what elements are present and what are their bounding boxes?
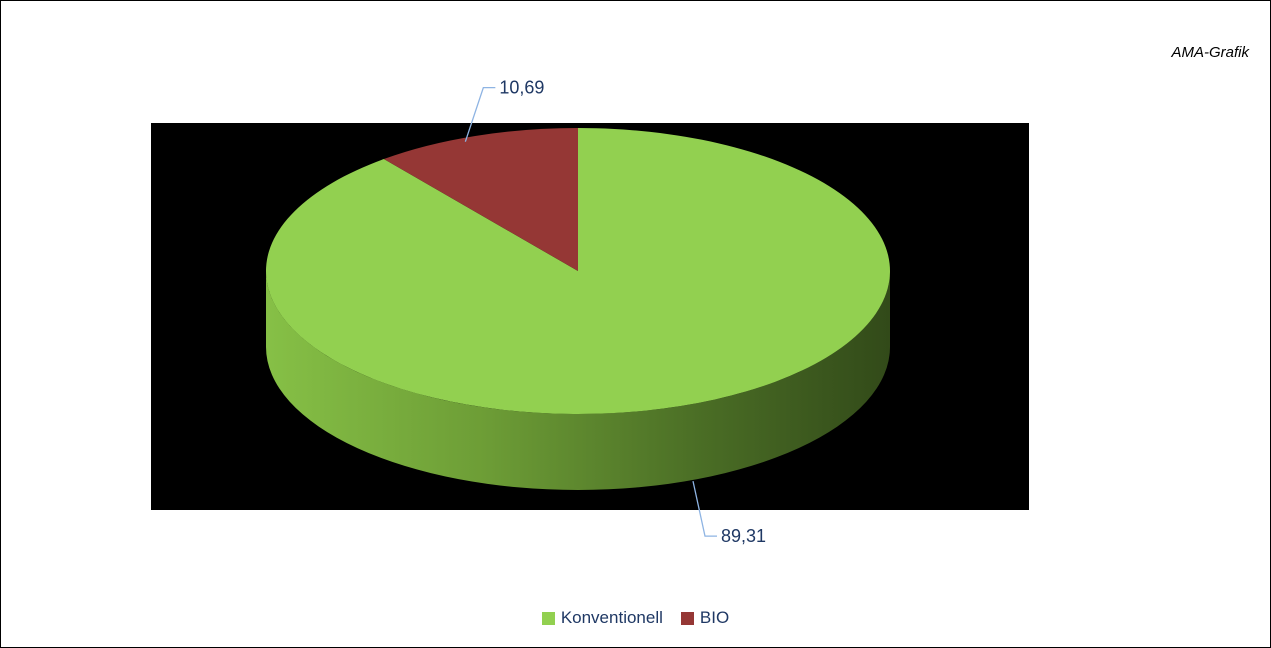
legend-swatch-bio bbox=[680, 611, 694, 625]
legend-label-konventionell: Konventionell bbox=[560, 608, 663, 627]
slice-side-konventionell bbox=[266, 271, 890, 490]
legend-item-bio: BIO bbox=[680, 608, 730, 628]
source-label: AMA-Grafik bbox=[1171, 44, 1249, 61]
legend-item-konventionell: Konventionell bbox=[541, 608, 663, 628]
legend: Konventionell BIO bbox=[0, 608, 1271, 628]
data-labels: 89,31 10,69 bbox=[464, 78, 766, 546]
pie-chart: 89,31 10,69 bbox=[151, 78, 1029, 546]
pie-group bbox=[265, 128, 890, 490]
slice-bio bbox=[383, 128, 578, 271]
leader-line-konventionell bbox=[692, 481, 717, 537]
data-label-konventionell: 89,31 bbox=[721, 526, 766, 546]
legend-swatch-konventionell bbox=[541, 611, 555, 625]
data-label-bio: 10,69 bbox=[499, 78, 544, 98]
leader-line-bio bbox=[464, 86, 496, 142]
legend-label-bio: BIO bbox=[699, 608, 730, 627]
